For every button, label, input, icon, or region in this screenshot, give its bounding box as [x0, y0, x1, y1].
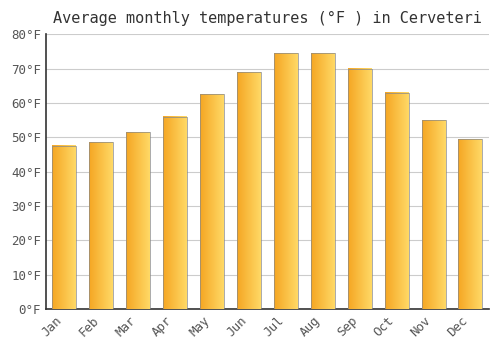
Bar [311, 53, 335, 309]
Bar [90, 142, 114, 309]
Bar [384, 93, 408, 309]
Title: Average monthly temperatures (°F ) in Cerveteri: Average monthly temperatures (°F ) in Ce… [53, 11, 482, 26]
Bar [348, 69, 372, 309]
Bar [163, 117, 187, 309]
Bar [458, 139, 482, 309]
Bar [274, 53, 298, 309]
Bar [200, 94, 224, 309]
Bar [126, 132, 150, 309]
Bar [237, 72, 261, 309]
Bar [52, 146, 76, 309]
Bar [422, 120, 446, 309]
